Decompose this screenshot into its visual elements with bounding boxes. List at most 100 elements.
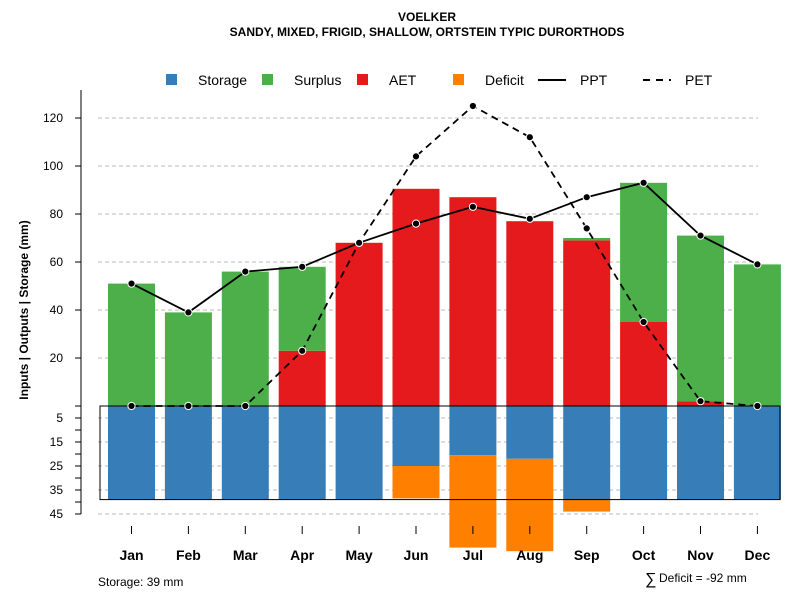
pet-point	[753, 401, 762, 411]
ppt-point	[468, 202, 477, 211]
aet-bar	[449, 197, 497, 406]
x-tick-label-mar: Mar	[233, 547, 258, 563]
frame-layer	[99, 405, 781, 501]
storage-bar	[335, 406, 383, 500]
pet-point	[639, 317, 648, 327]
chart-title: VOELKER	[398, 10, 456, 24]
storage-bar	[506, 406, 554, 459]
x-tick-label-oct: Oct	[632, 547, 656, 563]
surplus-bar	[563, 238, 611, 241]
aet-bar	[563, 240, 611, 406]
pet-point	[127, 401, 136, 411]
deficit-bar	[392, 466, 440, 499]
aet-bar	[620, 322, 668, 406]
storage-bar	[164, 406, 212, 500]
surplus-bar	[733, 264, 781, 406]
y-tick-label-lower: 5	[56, 411, 63, 425]
x-tick-label-jun: Jun	[404, 547, 429, 563]
storage-bar	[733, 406, 781, 500]
x-tick-label-jul: Jul	[463, 547, 483, 563]
x-tick-label-jan: Jan	[119, 547, 143, 563]
legend-label-deficit: Deficit	[485, 72, 524, 88]
legend-label-surplus: Surplus	[294, 72, 341, 88]
aet-bar	[278, 350, 326, 406]
pet-point	[468, 101, 477, 111]
ppt-point	[298, 262, 307, 271]
ppt-point	[184, 308, 193, 317]
y-tick-label-lower: 45	[50, 507, 64, 521]
y-tick-label-upper: 60	[50, 255, 64, 269]
y-tick-label-upper: 40	[50, 303, 64, 317]
pet-point	[184, 401, 193, 411]
ppt-point	[241, 267, 250, 276]
legend-swatch-surplus	[262, 74, 273, 85]
ppt-point	[525, 214, 534, 223]
pet-point	[411, 152, 421, 161]
x-tick-label-dec: Dec	[745, 547, 771, 563]
ppt-point	[411, 219, 421, 228]
storage-bar	[278, 406, 326, 500]
pet-line	[131, 104, 758, 407]
surplus-bar	[164, 312, 212, 406]
x-tick-label-sep: Sep	[574, 547, 600, 563]
legend-label-aet: AET	[389, 72, 417, 88]
lines-layer	[127, 101, 762, 411]
deficit-sum-symbol: ∑	[645, 571, 656, 588]
aet-bar	[335, 242, 383, 406]
y-tick-label-lower: 35	[50, 483, 64, 497]
axes-layer: 20 40 60 80 100 120 5 15 25 35 45 Jan Feb Mar Apr May Ju…	[43, 90, 770, 563]
legend-swatch-aet	[357, 74, 368, 85]
storage-bar	[677, 406, 724, 500]
surplus-bar	[108, 283, 155, 406]
ppt-point	[696, 231, 705, 240]
ppt-point	[639, 178, 648, 187]
y-tick-label-lower: 15	[50, 435, 64, 449]
y-tick-label-upper: 20	[50, 351, 64, 365]
y-tick-label-upper: 80	[50, 207, 64, 221]
legend-label-pet: PET	[685, 72, 713, 88]
legend-label-storage: Storage	[198, 72, 247, 88]
surplus-bar	[278, 266, 326, 351]
x-tick-label-feb: Feb	[176, 547, 201, 563]
y-axis-label: Inputs | Outputs | Storage (mm)	[17, 220, 31, 399]
ppt-point	[753, 260, 762, 269]
deficit-bar	[563, 499, 611, 512]
storage-capacity-frame	[99, 405, 781, 501]
surplus-bar	[620, 182, 668, 322]
surplus-bar	[677, 235, 724, 402]
storage-bar	[563, 406, 611, 500]
storage-footer-text: Storage: 39 mm	[98, 575, 183, 589]
x-tick-label-may: May	[345, 547, 372, 563]
x-tick-label-aug: Aug	[516, 547, 543, 563]
aet-bar	[506, 221, 554, 406]
y-tick-label-upper: 100	[43, 159, 63, 173]
pet-point	[696, 397, 705, 406]
ppt-point	[355, 238, 364, 247]
ppt-line	[131, 181, 758, 314]
ppt-point	[582, 193, 591, 202]
x-tick-label-nov: Nov	[687, 547, 714, 563]
chart-subtitle: SANDY, MIXED, FRIGID, SHALLOW, ORTSTEIN …	[230, 25, 625, 39]
y-tick-label-upper: 120	[43, 111, 63, 125]
pet-point	[525, 133, 534, 142]
deficit-footer-text: Deficit = -92 mm	[659, 571, 747, 585]
bars-layer	[108, 182, 781, 552]
pet-point	[298, 346, 307, 355]
storage-bar	[449, 406, 497, 456]
legend-swatch-deficit	[453, 74, 464, 85]
legend-swatch-storage	[166, 74, 177, 85]
storage-bar	[620, 406, 668, 500]
pet-point	[241, 401, 250, 411]
legend-label-ppt: PPT	[580, 72, 608, 88]
storage-bar	[221, 406, 269, 500]
x-tick-label-apr: Apr	[290, 547, 315, 563]
y-tick-label-lower: 25	[50, 459, 64, 473]
surplus-bar	[221, 271, 269, 406]
storage-bar	[108, 406, 155, 500]
pet-point	[582, 224, 591, 233]
ppt-point	[127, 279, 136, 288]
legend-layer: Storage Surplus AET Deficit PPT PET	[166, 72, 713, 88]
storage-bar	[392, 406, 440, 466]
